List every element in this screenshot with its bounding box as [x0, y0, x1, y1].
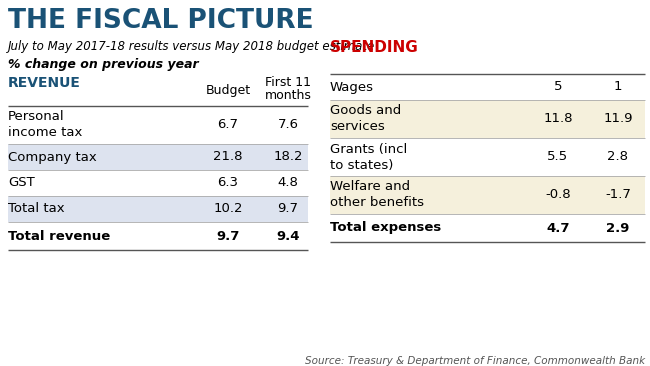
Text: -0.8: -0.8	[545, 188, 571, 202]
Text: Welfare and
other benefits: Welfare and other benefits	[330, 180, 424, 209]
Text: 5.5: 5.5	[547, 150, 569, 164]
Text: Total revenue: Total revenue	[8, 229, 110, 243]
Text: % change on previous year: % change on previous year	[8, 58, 199, 71]
Text: 10.2: 10.2	[213, 202, 242, 216]
Text: 9.7: 9.7	[278, 202, 298, 216]
Text: 18.2: 18.2	[273, 150, 303, 164]
Text: THE FISCAL PICTURE: THE FISCAL PICTURE	[8, 8, 313, 34]
Text: Company tax: Company tax	[8, 150, 97, 164]
Text: 5: 5	[554, 81, 562, 93]
Text: Personal
income tax: Personal income tax	[8, 111, 83, 139]
Text: 21.8: 21.8	[213, 150, 242, 164]
Text: 2.9: 2.9	[606, 221, 630, 235]
Text: -1.7: -1.7	[605, 188, 631, 202]
Text: July to May 2017-18 results versus May 2018 budget estimate: July to May 2017-18 results versus May 2…	[8, 40, 375, 53]
Bar	[330, 176, 645, 214]
Text: months: months	[265, 89, 311, 102]
Text: 1: 1	[614, 81, 622, 93]
Text: 11.9: 11.9	[603, 112, 632, 126]
Text: REVENUE: REVENUE	[8, 76, 81, 90]
Text: 4.8: 4.8	[278, 176, 298, 190]
Text: GST: GST	[8, 176, 34, 190]
Text: 9.4: 9.4	[276, 229, 300, 243]
Text: Total tax: Total tax	[8, 202, 64, 216]
Text: First 11: First 11	[265, 76, 311, 89]
Text: Budget: Budget	[205, 84, 250, 97]
Text: 6.3: 6.3	[218, 176, 239, 190]
Text: Total expenses: Total expenses	[330, 221, 441, 235]
Text: 9.7: 9.7	[216, 229, 240, 243]
Text: Goods and
services: Goods and services	[330, 105, 401, 134]
Bar	[330, 100, 645, 138]
Text: 7.6: 7.6	[278, 119, 298, 131]
Bar	[8, 144, 308, 170]
Text: Wages: Wages	[330, 81, 374, 93]
Text: 4.7: 4.7	[546, 221, 570, 235]
Text: Source: Treasury & Department of Finance, Commonwealth Bank: Source: Treasury & Department of Finance…	[305, 356, 645, 366]
Text: 11.8: 11.8	[543, 112, 573, 126]
Text: 6.7: 6.7	[218, 119, 239, 131]
Bar	[8, 196, 308, 222]
Text: SPENDING: SPENDING	[330, 40, 419, 55]
Text: 2.8: 2.8	[608, 150, 629, 164]
Text: Grants (incl
to states): Grants (incl to states)	[330, 142, 408, 172]
